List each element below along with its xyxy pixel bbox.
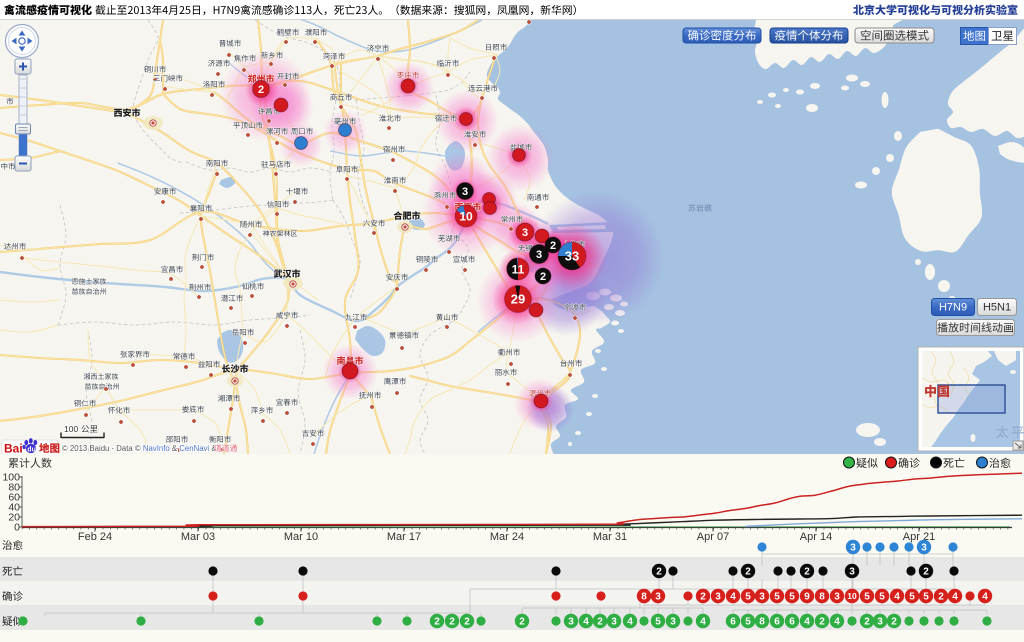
svg-text:5: 5	[923, 592, 929, 603]
svg-text:4: 4	[894, 592, 900, 603]
svg-text:du: du	[27, 447, 36, 454]
svg-text:2: 2	[550, 240, 556, 252]
svg-text:5: 5	[745, 592, 751, 603]
svg-text:5: 5	[745, 617, 751, 628]
svg-text:Mar 10: Mar 10	[284, 531, 318, 543]
svg-text:100: 100	[2, 472, 20, 484]
svg-text:29: 29	[511, 292, 525, 307]
svg-text:60: 60	[8, 492, 20, 504]
svg-text:2: 2	[519, 617, 525, 628]
svg-text:6: 6	[730, 617, 736, 628]
svg-text:40: 40	[8, 502, 20, 514]
svg-text:3: 3	[462, 186, 468, 198]
svg-text:2: 2	[656, 567, 662, 578]
svg-text:5: 5	[864, 592, 870, 603]
svg-text:2: 2	[819, 617, 825, 628]
svg-text:0: 0	[14, 522, 20, 534]
svg-text:4: 4	[700, 617, 706, 628]
svg-text:80: 80	[8, 482, 20, 494]
svg-text:4: 4	[834, 617, 840, 628]
svg-text:2: 2	[891, 617, 897, 628]
svg-text:H7N9: H7N9	[939, 302, 967, 314]
svg-text:2: 2	[540, 271, 546, 283]
svg-text:6: 6	[774, 617, 780, 628]
svg-text:2: 2	[597, 617, 603, 628]
svg-text:3: 3	[715, 592, 721, 603]
svg-text:4: 4	[730, 592, 736, 603]
svg-text:2: 2	[938, 592, 944, 603]
svg-text:10: 10	[459, 209, 473, 223]
svg-text:2: 2	[700, 592, 706, 603]
svg-text:2: 2	[449, 617, 455, 628]
svg-text:10: 10	[847, 591, 857, 601]
svg-text:3: 3	[611, 617, 617, 628]
svg-text:33: 33	[565, 249, 579, 264]
svg-text:5: 5	[879, 592, 885, 603]
svg-text:Apr 07: Apr 07	[697, 531, 729, 543]
svg-text:Mar 31: Mar 31	[593, 531, 627, 543]
svg-text:4: 4	[982, 592, 988, 603]
svg-text:2: 2	[434, 617, 440, 628]
svg-text:3: 3	[850, 543, 856, 554]
svg-text:8: 8	[819, 592, 825, 603]
svg-text:2: 2	[804, 567, 810, 578]
svg-text:4: 4	[627, 617, 633, 628]
svg-text:5: 5	[774, 592, 780, 603]
svg-text:2: 2	[464, 617, 470, 628]
svg-text:8: 8	[641, 592, 647, 603]
svg-text:2: 2	[923, 567, 929, 578]
svg-text:5: 5	[789, 592, 795, 603]
svg-text:3: 3	[568, 617, 574, 628]
svg-text:11: 11	[512, 262, 525, 276]
svg-text:8: 8	[759, 617, 765, 628]
svg-text:© 2013 Baidu - Data © NavInfo: © 2013 Baidu - Data © NavInfo & CenNavi …	[62, 444, 217, 453]
svg-text:Mar 17: Mar 17	[387, 531, 421, 543]
svg-text:3: 3	[834, 592, 840, 603]
svg-text:4: 4	[583, 617, 589, 628]
svg-text:100: 100	[64, 424, 78, 434]
svg-text:6: 6	[789, 617, 795, 628]
svg-text:9: 9	[804, 592, 810, 603]
svg-text:5: 5	[655, 617, 661, 628]
svg-text:3: 3	[536, 249, 542, 261]
svg-text:3: 3	[849, 567, 855, 578]
svg-text:3: 3	[877, 617, 883, 628]
svg-text:Mar 24: Mar 24	[490, 531, 524, 543]
svg-text:2: 2	[864, 617, 870, 628]
svg-text:20: 20	[8, 512, 20, 524]
svg-text:5: 5	[909, 592, 915, 603]
svg-text:Apr 21: Apr 21	[903, 531, 935, 543]
svg-text:3: 3	[921, 543, 927, 554]
svg-text:4: 4	[952, 592, 958, 603]
svg-text:4: 4	[804, 617, 810, 628]
svg-text:3: 3	[670, 617, 676, 628]
svg-text:Bai: Bai	[4, 442, 23, 456]
svg-text:3: 3	[522, 227, 528, 239]
svg-text:Feb 24: Feb 24	[78, 531, 112, 543]
svg-text:Apr 14: Apr 14	[800, 531, 832, 543]
svg-text:3: 3	[655, 592, 661, 603]
svg-text:H5N1: H5N1	[983, 302, 1011, 314]
svg-text:3: 3	[759, 592, 765, 603]
svg-text:Mar 03: Mar 03	[181, 531, 215, 543]
svg-text:2: 2	[258, 84, 264, 96]
svg-text:2: 2	[745, 567, 751, 578]
